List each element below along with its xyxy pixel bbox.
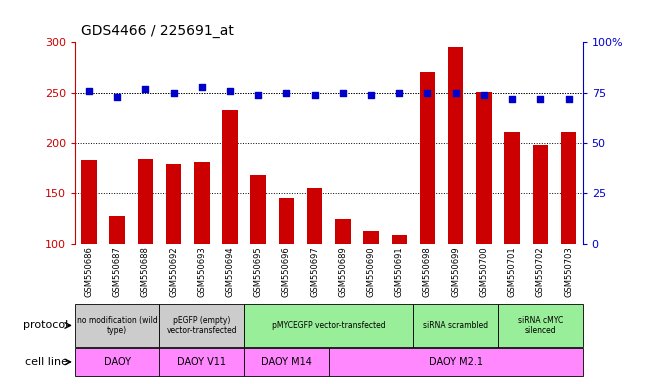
Bar [244,304,413,347]
Bar [279,199,294,244]
Bar [159,348,244,376]
Bar [505,132,520,244]
Point [563,96,574,102]
Bar [75,348,159,376]
Bar [363,231,379,244]
Bar [498,304,583,347]
Text: pEGFP (empty)
vector-transfected: pEGFP (empty) vector-transfected [167,316,237,335]
Point [140,86,150,92]
Text: DAOY M14: DAOY M14 [261,357,312,367]
Bar [307,189,322,244]
Point [507,96,518,102]
Point [338,89,348,96]
Point [253,92,264,98]
Bar [81,160,97,244]
Bar [251,175,266,244]
Point [478,92,489,98]
Point [84,88,94,94]
Bar [533,145,548,244]
Text: DAOY V11: DAOY V11 [177,357,227,367]
Text: cell line: cell line [25,357,68,367]
Bar [222,110,238,244]
Text: GDS4466 / 225691_at: GDS4466 / 225691_at [81,25,234,38]
Bar [329,348,583,376]
Bar [137,159,153,244]
Bar [75,304,159,347]
Point [225,88,235,94]
Point [309,92,320,98]
Point [366,92,376,98]
Point [422,89,433,96]
Text: siRNA scrambled: siRNA scrambled [423,321,488,330]
Bar [476,92,492,244]
Bar [420,73,436,244]
Text: no modification (wild
type): no modification (wild type) [77,316,158,335]
Point [197,84,207,90]
Point [112,94,122,100]
Point [394,89,404,96]
Bar [335,218,351,244]
Text: protocol: protocol [23,320,68,331]
Bar [166,164,182,244]
Point [169,89,179,96]
Text: siRNA cMYC
silenced: siRNA cMYC silenced [518,316,563,335]
Bar [109,216,125,244]
Point [450,89,461,96]
Bar [448,47,464,244]
Point [281,89,292,96]
Bar [391,235,407,244]
Bar [561,132,576,244]
Bar [413,304,498,347]
Bar [159,304,244,347]
Point [535,96,546,102]
Bar [244,348,329,376]
Text: pMYCEGFP vector-transfected: pMYCEGFP vector-transfected [272,321,385,330]
Text: DAOY M2.1: DAOY M2.1 [429,357,482,367]
Bar [194,162,210,244]
Text: DAOY: DAOY [104,357,131,367]
